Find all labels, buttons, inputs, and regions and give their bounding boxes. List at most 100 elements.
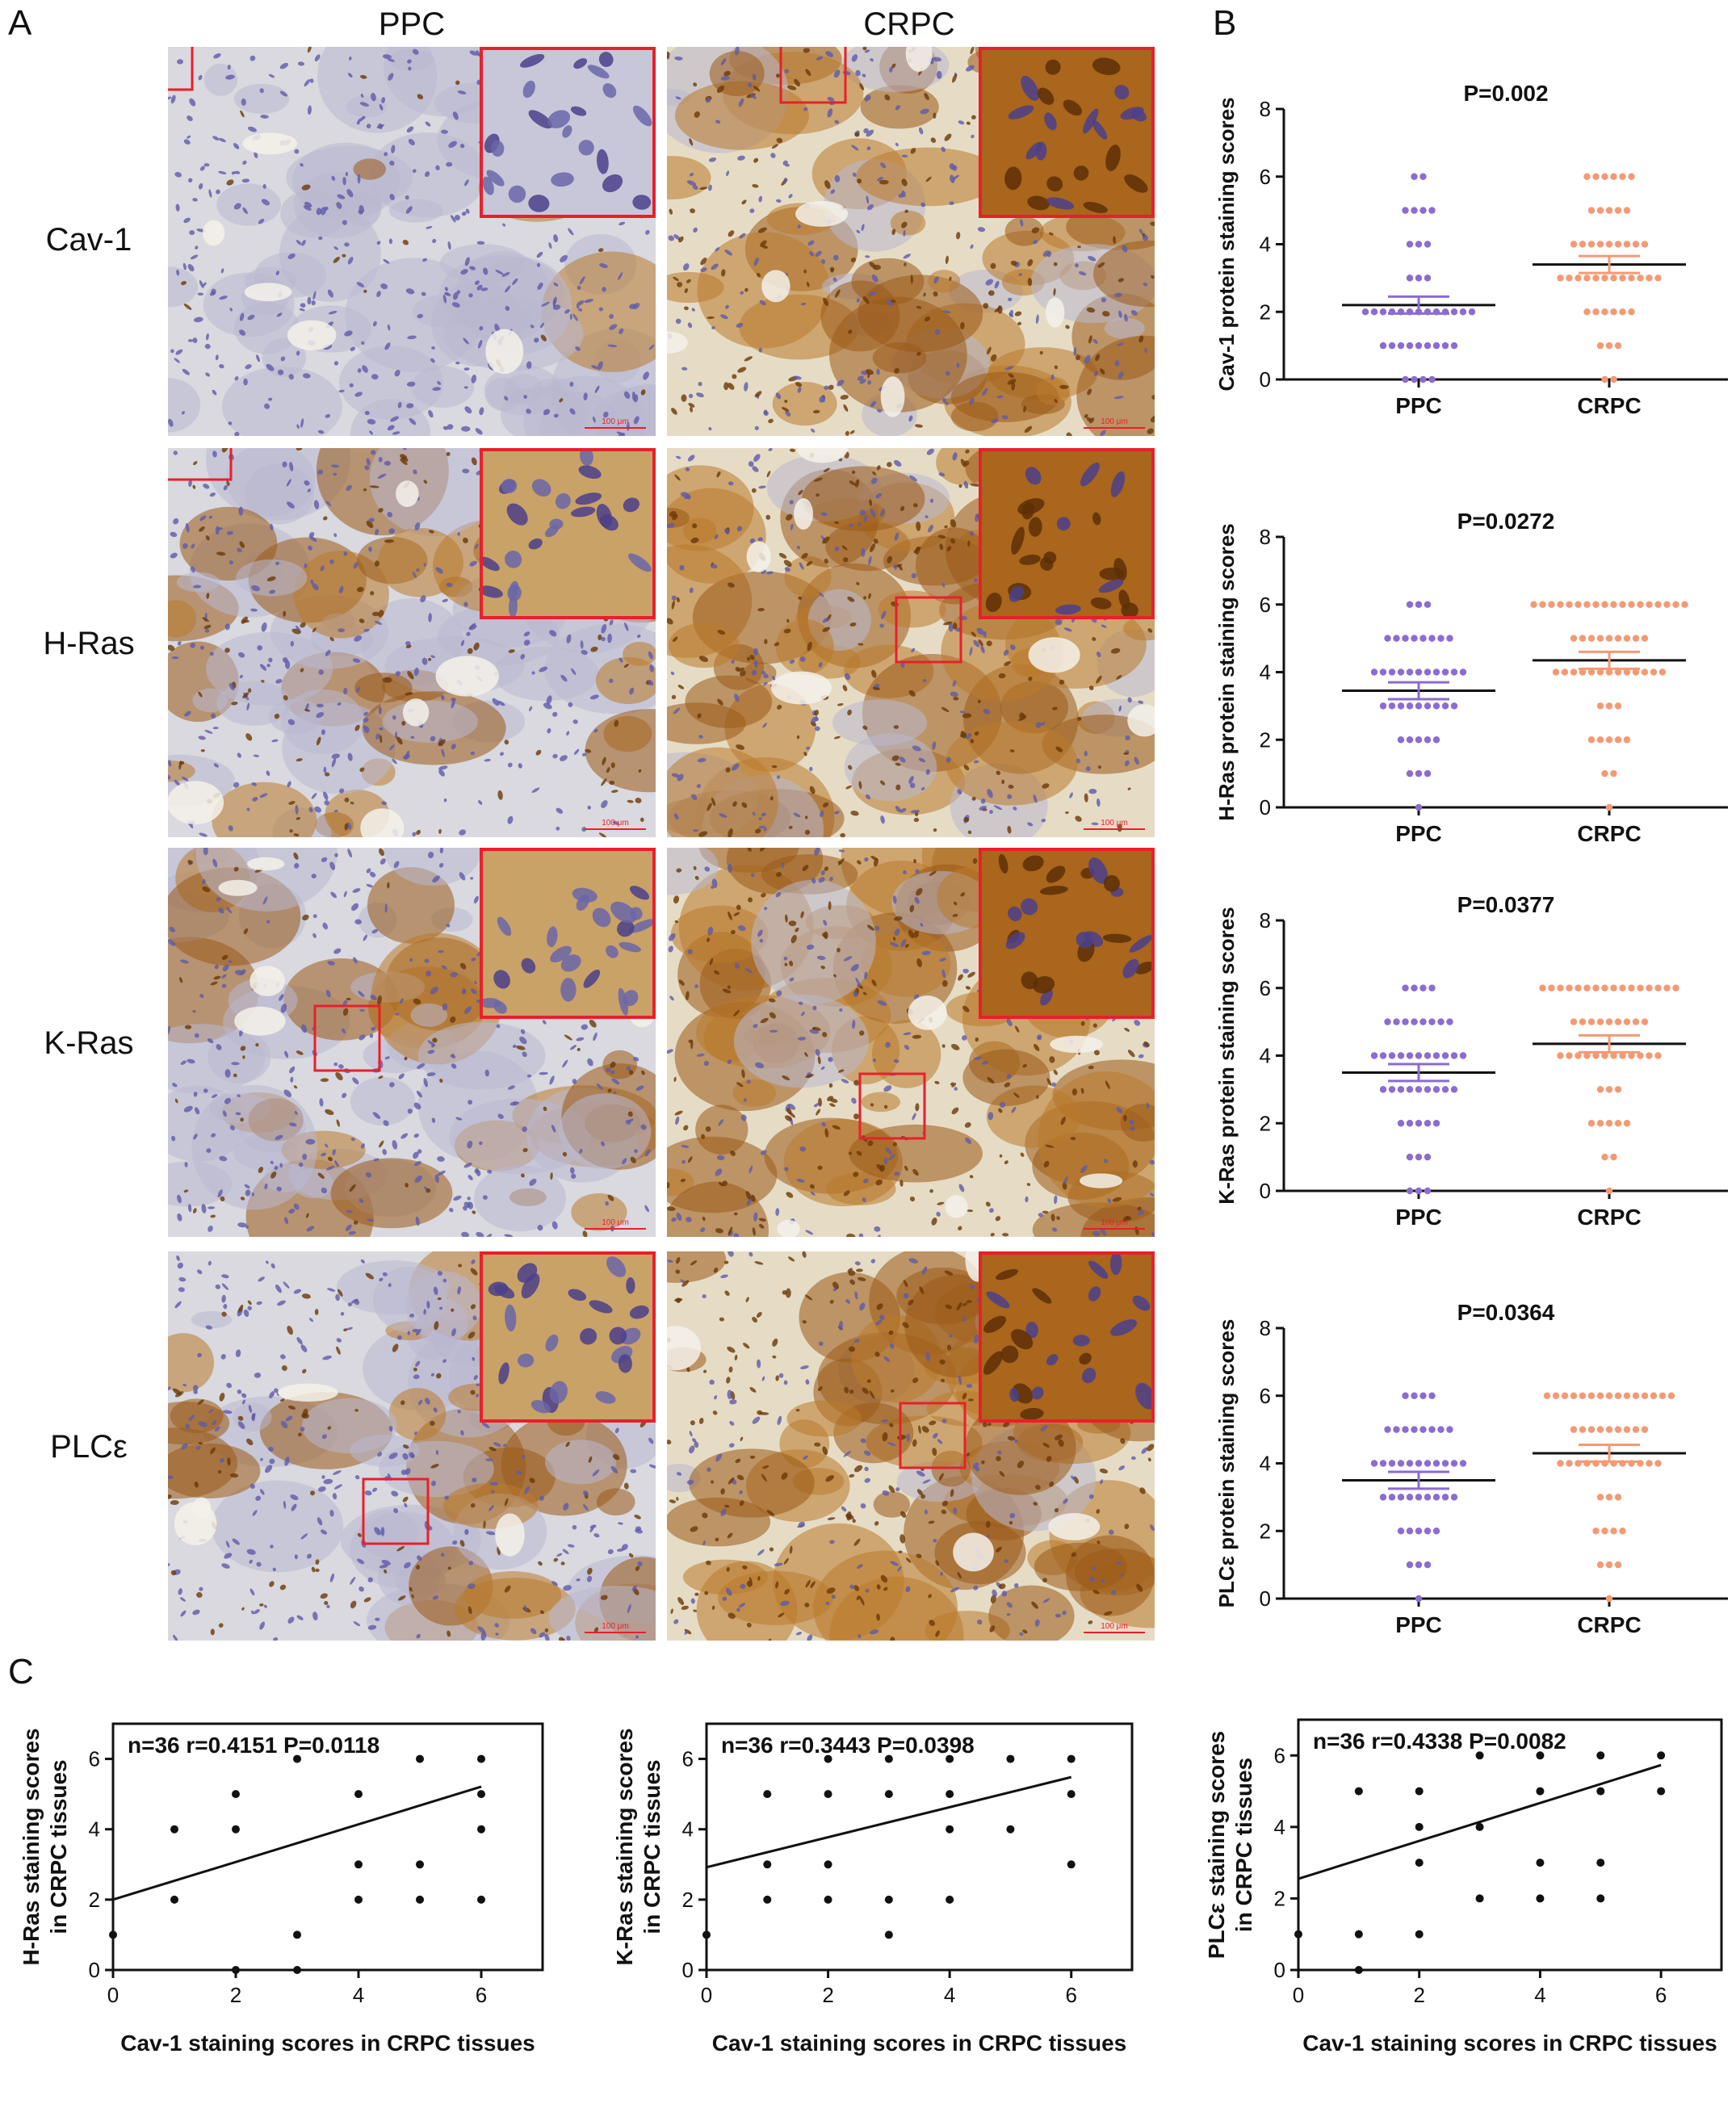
nucleus	[768, 448, 773, 451]
nucleus	[424, 171, 430, 178]
nucleus	[1063, 627, 1072, 632]
data-point	[1361, 308, 1369, 316]
nucleus	[693, 82, 698, 87]
nucleus	[859, 379, 866, 384]
nucleus	[168, 760, 172, 767]
nucleus	[648, 344, 655, 350]
nucleus	[405, 195, 409, 200]
data-point	[1370, 1052, 1378, 1059]
nucleus	[508, 649, 515, 653]
nucleus	[911, 572, 917, 579]
data-point	[1587, 241, 1596, 248]
nucleus	[784, 567, 790, 572]
nucleus	[946, 546, 952, 551]
stain-region	[353, 158, 386, 180]
nucleus	[170, 531, 178, 538]
nucleus	[189, 98, 196, 107]
nucleus	[715, 247, 720, 252]
nucleus	[858, 781, 862, 790]
nucleus	[805, 69, 811, 77]
nucleus	[274, 713, 280, 719]
nucleus	[368, 546, 372, 552]
nucleus	[530, 325, 535, 329]
inset-nucleus	[632, 105, 652, 127]
nucleus	[416, 829, 421, 836]
nucleus	[1113, 396, 1124, 400]
nucleus	[247, 126, 257, 132]
nucleus	[872, 264, 881, 270]
data-point	[1475, 1894, 1484, 1903]
lumen	[360, 808, 405, 837]
nucleus	[566, 634, 572, 643]
y-tick-label: 6	[1260, 976, 1271, 1000]
lumen	[746, 541, 771, 572]
nucleus	[778, 552, 787, 559]
correlation-annotation: n=36 r=0.4338 P=0.0082	[1313, 1729, 1566, 1754]
data-point	[1441, 1494, 1449, 1501]
stain-region	[1093, 240, 1155, 308]
data-point	[1432, 1460, 1440, 1467]
x-axis-label: Cav-1 staining scores in CRPC tissues	[120, 2031, 535, 2056]
data-point	[1570, 1018, 1578, 1025]
nucleus	[804, 829, 811, 835]
data-point	[1579, 1426, 1587, 1433]
nucleus	[182, 543, 188, 549]
nucleus	[308, 532, 315, 538]
inset-nucleus	[479, 556, 500, 572]
nucleus	[459, 829, 467, 836]
nucleus	[560, 254, 568, 263]
nucleus	[771, 144, 778, 149]
scale-bar-label: 100 μm	[602, 819, 629, 828]
nucleus	[444, 287, 448, 291]
data-point	[1570, 1392, 1578, 1399]
data-point	[1067, 1790, 1076, 1799]
nucleus	[1118, 705, 1122, 712]
nucleus	[1003, 649, 1009, 656]
nucleus	[316, 736, 321, 746]
nucleus	[529, 706, 533, 711]
nucleus	[1123, 313, 1128, 322]
data-point	[1646, 1052, 1653, 1059]
y-tick-label: 6	[682, 1747, 694, 1771]
inset-nucleus	[573, 58, 588, 69]
nucleus	[880, 162, 887, 169]
nucleus	[677, 685, 685, 689]
nucleus	[1078, 271, 1087, 276]
data-point	[1596, 736, 1604, 744]
nucleus	[507, 815, 514, 824]
data-point	[1548, 984, 1555, 991]
nucleus	[877, 177, 883, 182]
data-point	[824, 1754, 832, 1763]
nucleus	[431, 346, 435, 350]
data-point	[293, 1754, 301, 1763]
scale-bar-label: 100 μm	[1101, 417, 1128, 426]
data-point	[1663, 984, 1671, 991]
inset-nucleus	[985, 592, 1002, 613]
nucleus	[744, 382, 748, 392]
nucleus	[676, 597, 680, 603]
nucleus	[199, 832, 208, 837]
nucleus	[671, 773, 680, 777]
nucleus	[584, 299, 593, 304]
nucleus	[872, 472, 877, 476]
nucleus	[264, 403, 270, 409]
nucleus	[572, 313, 578, 321]
nucleus	[537, 282, 543, 290]
y-tick-label: 0	[1260, 795, 1271, 819]
data-point	[1610, 375, 1617, 383]
zoom-region-box	[779, 47, 847, 104]
nucleus	[910, 810, 920, 814]
nucleus	[788, 194, 793, 199]
nucleus	[864, 49, 870, 53]
nucleus	[182, 368, 190, 375]
data-point	[1592, 601, 1600, 608]
inset-nucleus	[528, 110, 552, 129]
stain-region	[539, 391, 622, 436]
nucleus	[304, 563, 308, 568]
stain-region	[1104, 317, 1145, 339]
data-point	[1415, 736, 1423, 744]
data-point	[1614, 1392, 1622, 1399]
nucleus	[781, 407, 790, 412]
data-point	[1632, 1426, 1640, 1433]
data-point	[1614, 207, 1622, 214]
